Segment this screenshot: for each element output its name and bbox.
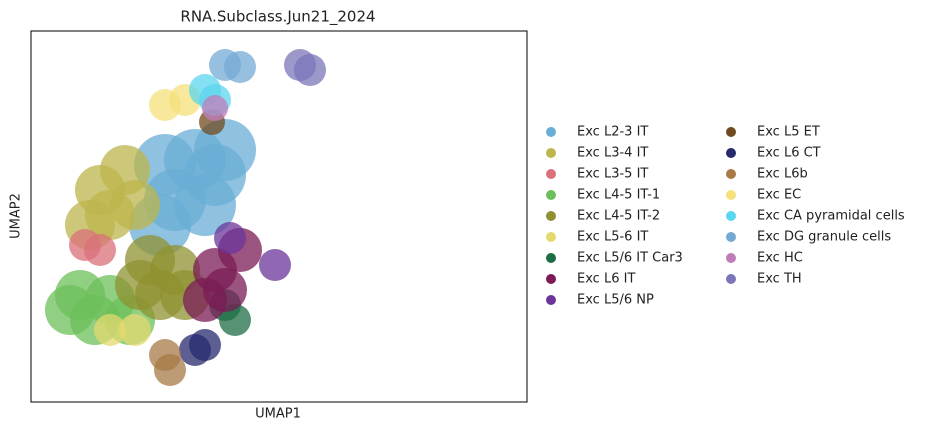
chart-title: RNA.Subclass.Jun21_2024 [180,8,375,27]
legend-marker [546,211,556,221]
legend-label: Exc EC [757,188,801,203]
legend-marker [726,253,736,263]
legend-marker [726,232,736,242]
legend-label: Exc L5-6 IT [577,230,648,245]
legend-marker [726,127,736,137]
legend-label: Exc L3-5 IT [577,167,648,182]
legend-marker [546,253,556,263]
legend-label: Exc TH [757,272,802,287]
legend-label: Exc L6b [757,167,808,182]
plot-area [45,49,326,386]
legend-marker [726,274,736,284]
cluster-point [209,49,241,81]
legend-marker [546,190,556,200]
legend-label: Exc DG granule cells [757,230,891,245]
legend-marker [546,274,556,284]
cluster-point [183,278,227,322]
legend-marker [726,148,736,158]
cluster-point [214,222,246,254]
legend-label: Exc L5/6 IT Car3 [577,251,683,266]
legend-label: Exc L5 ET [757,125,820,140]
cluster-point [115,260,165,310]
legend-label: Exc L4-5 IT-1 [577,188,660,203]
legend-label: Exc L4-5 IT-2 [577,209,660,224]
legend: Exc L2-3 IT Exc L3-4 IT Exc L3-5 IT Exc L4-… [546,125,905,308]
cluster-point [84,234,116,266]
legend-marker [546,295,556,305]
legend-marker [726,190,736,200]
y-axis-label: UMAP2 [9,193,24,239]
legend-label: Exc L5/6 NP [577,293,654,308]
cluster-point [202,95,228,121]
legend-label: Exc HC [757,251,803,266]
legend-label: Exc L6 CT [757,146,821,161]
legend-marker [546,232,556,242]
plot-frame [30,30,528,403]
cluster-point [45,285,95,335]
cluster-point [259,249,291,281]
legend-marker [546,169,556,179]
cluster-point [119,314,151,346]
legend-marker [726,169,736,179]
legend-marker [726,211,736,221]
legend-label: Exc L3-4 IT [577,146,648,161]
cluster-point [189,329,221,361]
legend-marker [546,127,556,137]
legend-label: Exc L2-3 IT [577,125,648,140]
legend-label: Exc CA pyramidal cells [757,209,905,224]
legend-marker [546,148,556,158]
x-axis-label: UMAP1 [255,407,301,422]
cluster-point [154,354,186,386]
legend-label: Exc L6 IT [577,272,635,287]
cluster-point [110,180,160,230]
cluster-point [94,314,126,346]
cluster-point [294,54,326,86]
